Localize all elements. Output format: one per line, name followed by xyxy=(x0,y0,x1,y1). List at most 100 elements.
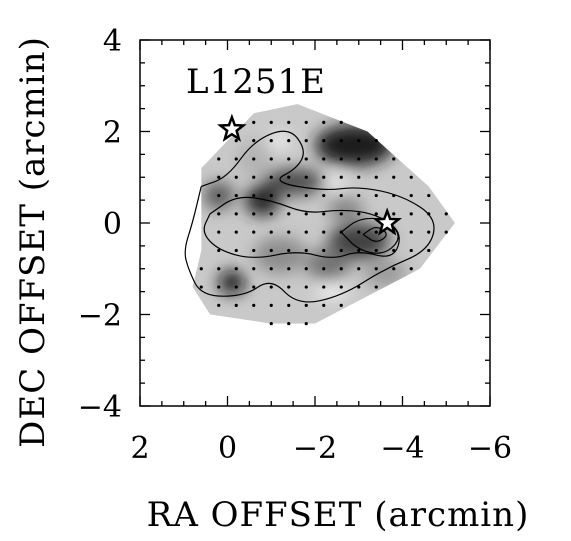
grid-point xyxy=(287,175,291,179)
grid-point xyxy=(269,322,273,326)
grid-point xyxy=(217,212,221,216)
map-dark-patch xyxy=(315,124,394,166)
grid-point xyxy=(269,267,273,271)
grid-point xyxy=(304,248,308,253)
grid-point xyxy=(339,139,343,143)
grid-point xyxy=(269,157,273,161)
grid-point xyxy=(234,157,238,161)
grid-point xyxy=(304,212,308,216)
grid-point xyxy=(339,248,343,253)
grid-point xyxy=(322,212,326,216)
grid-point xyxy=(409,230,413,234)
contour-line xyxy=(184,130,435,303)
map-dark-patch xyxy=(245,184,280,217)
grid-point xyxy=(217,157,221,161)
grid-point xyxy=(269,285,273,289)
grid-point xyxy=(304,230,308,234)
grid-point xyxy=(357,212,361,216)
map-dark-patch xyxy=(253,236,307,274)
grid-point xyxy=(217,248,221,253)
map-dark-patch xyxy=(218,271,245,294)
grid-point xyxy=(409,267,413,271)
grid-point xyxy=(234,248,238,253)
grid-point xyxy=(322,230,326,234)
grid-point xyxy=(234,267,238,271)
grid-point xyxy=(287,230,291,234)
grid-point xyxy=(252,175,256,179)
map-dark-patch xyxy=(306,248,350,281)
grid-point xyxy=(287,248,291,253)
grid-point xyxy=(392,193,396,198)
grid-point xyxy=(444,212,448,216)
map-light-patch xyxy=(271,133,289,148)
grid-point xyxy=(304,175,308,179)
grid-point xyxy=(392,157,396,161)
grid-point xyxy=(287,322,291,326)
grid-point xyxy=(357,193,361,198)
grid-point xyxy=(287,139,291,143)
grid-point xyxy=(322,157,326,161)
x-tick-labels: 2 0 −2 −4 −6 xyxy=(130,431,512,466)
grid-point xyxy=(287,157,291,161)
grid-point xyxy=(374,212,378,216)
grid-point xyxy=(339,193,343,198)
grid-point xyxy=(269,230,273,234)
grid-point xyxy=(234,230,238,234)
grid-point xyxy=(304,157,308,161)
grid-point xyxy=(357,175,361,179)
grid-point xyxy=(234,303,238,307)
grid-point xyxy=(322,285,326,289)
x-tick-label: −2 xyxy=(293,431,337,466)
x-tick-label: −4 xyxy=(380,431,424,466)
grid-point xyxy=(339,230,343,234)
sampling-grid xyxy=(199,120,448,326)
grid-point xyxy=(339,212,343,216)
y-tick-labels: 4 2 0 −2 −4 xyxy=(78,24,122,425)
grid-point xyxy=(409,193,413,198)
grid-point xyxy=(252,157,256,161)
grid-point xyxy=(217,285,221,289)
grid-point xyxy=(234,175,238,179)
map-dark-patch xyxy=(328,197,364,221)
grid-point xyxy=(217,303,221,307)
grid-point xyxy=(252,120,256,124)
grid-point xyxy=(374,157,378,161)
grid-point xyxy=(252,212,256,216)
grid-point xyxy=(357,157,361,161)
grid-point xyxy=(427,248,431,253)
grid-point xyxy=(234,285,238,289)
grid-point xyxy=(287,267,291,271)
grid-point xyxy=(339,175,343,179)
y-tick-label: 2 xyxy=(103,116,122,151)
grid-point xyxy=(427,230,431,234)
grid-point xyxy=(217,193,221,198)
grid-point xyxy=(357,248,361,253)
grid-point xyxy=(252,248,256,253)
y-tick-label: −4 xyxy=(78,390,122,425)
grid-point xyxy=(269,212,273,216)
grid-point xyxy=(304,120,308,124)
y-tick-label: 4 xyxy=(103,24,122,59)
grid-point xyxy=(199,285,203,289)
grid-point xyxy=(392,248,396,253)
grid-point xyxy=(374,267,378,271)
grid-point xyxy=(234,139,238,143)
panel-title: L1251E xyxy=(186,62,326,102)
star-marker-icon xyxy=(372,207,403,236)
contour-line xyxy=(203,196,400,258)
grid-point xyxy=(322,139,326,143)
grid-point xyxy=(357,230,361,234)
grid-point xyxy=(234,212,238,216)
grid-point xyxy=(322,267,326,271)
grid-point xyxy=(392,175,396,179)
grid-point xyxy=(322,175,326,179)
source-markers xyxy=(217,113,403,236)
grid-point xyxy=(252,193,256,198)
grid-point xyxy=(374,139,378,143)
grid-point xyxy=(252,303,256,307)
grid-point xyxy=(374,193,378,198)
y-axis-label: DEC OFFSET (arcmin) xyxy=(13,36,53,448)
grid-point xyxy=(322,303,326,307)
y-tick-label: −2 xyxy=(78,299,122,334)
